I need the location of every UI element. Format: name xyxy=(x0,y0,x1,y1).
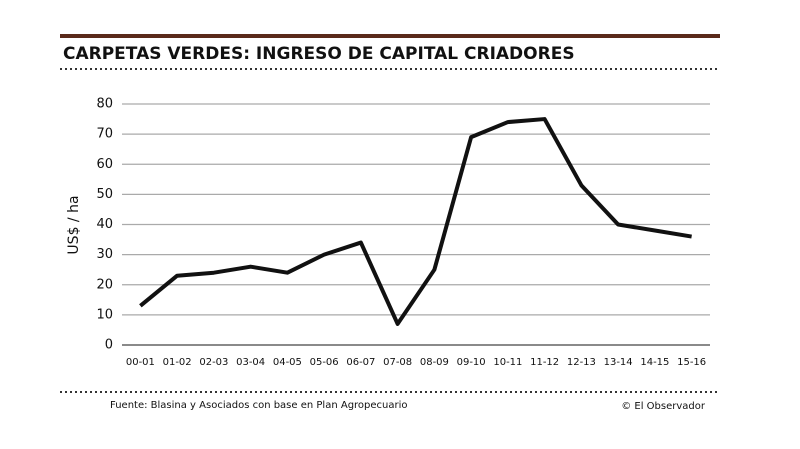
x-tick-label: 15-16 xyxy=(677,357,706,368)
x-tick-label: 00-01 xyxy=(126,357,155,368)
top-rule xyxy=(60,34,720,38)
x-tick-label: 07-08 xyxy=(383,357,412,368)
y-tick-label: 40 xyxy=(96,217,113,232)
x-tick-label: 06-07 xyxy=(346,357,375,368)
y-tick-label: 20 xyxy=(96,277,113,292)
source: Fuente: Blasina y Asociados con base en … xyxy=(110,400,408,411)
credit: © El Observador xyxy=(621,401,706,412)
y-axis-label: US$ / ha xyxy=(66,195,82,254)
y-tick-label: 30 xyxy=(96,247,113,262)
x-tick-label: 01-02 xyxy=(163,357,192,368)
y-tick-label: 80 xyxy=(96,97,113,112)
x-tick-label: 04-05 xyxy=(273,357,302,368)
line-series xyxy=(139,117,692,326)
y-tick-label: 50 xyxy=(96,187,113,202)
x-tick-label: 12-13 xyxy=(567,357,596,368)
x-tick-label: 14-15 xyxy=(640,357,669,368)
y-tick-label: 0 xyxy=(105,338,113,353)
x-tick-label: 09-10 xyxy=(457,357,486,368)
x-tick-label: 03-04 xyxy=(236,357,265,368)
x-tick-label: 02-03 xyxy=(199,357,228,368)
x-tick-label: 13-14 xyxy=(604,357,633,368)
y-tick-label: 70 xyxy=(96,127,113,142)
chart-title: CARPETAS VERDES: INGRESO DE CAPITAL CRIA… xyxy=(63,44,575,64)
x-tick-label: 10-11 xyxy=(493,357,522,368)
y-tick-label: 60 xyxy=(96,157,113,172)
x-tick-label: 05-06 xyxy=(310,357,339,368)
x-tick-label: 08-09 xyxy=(420,357,449,368)
x-tick-label: 11-12 xyxy=(530,357,559,368)
y-tick-label: 10 xyxy=(96,307,113,322)
